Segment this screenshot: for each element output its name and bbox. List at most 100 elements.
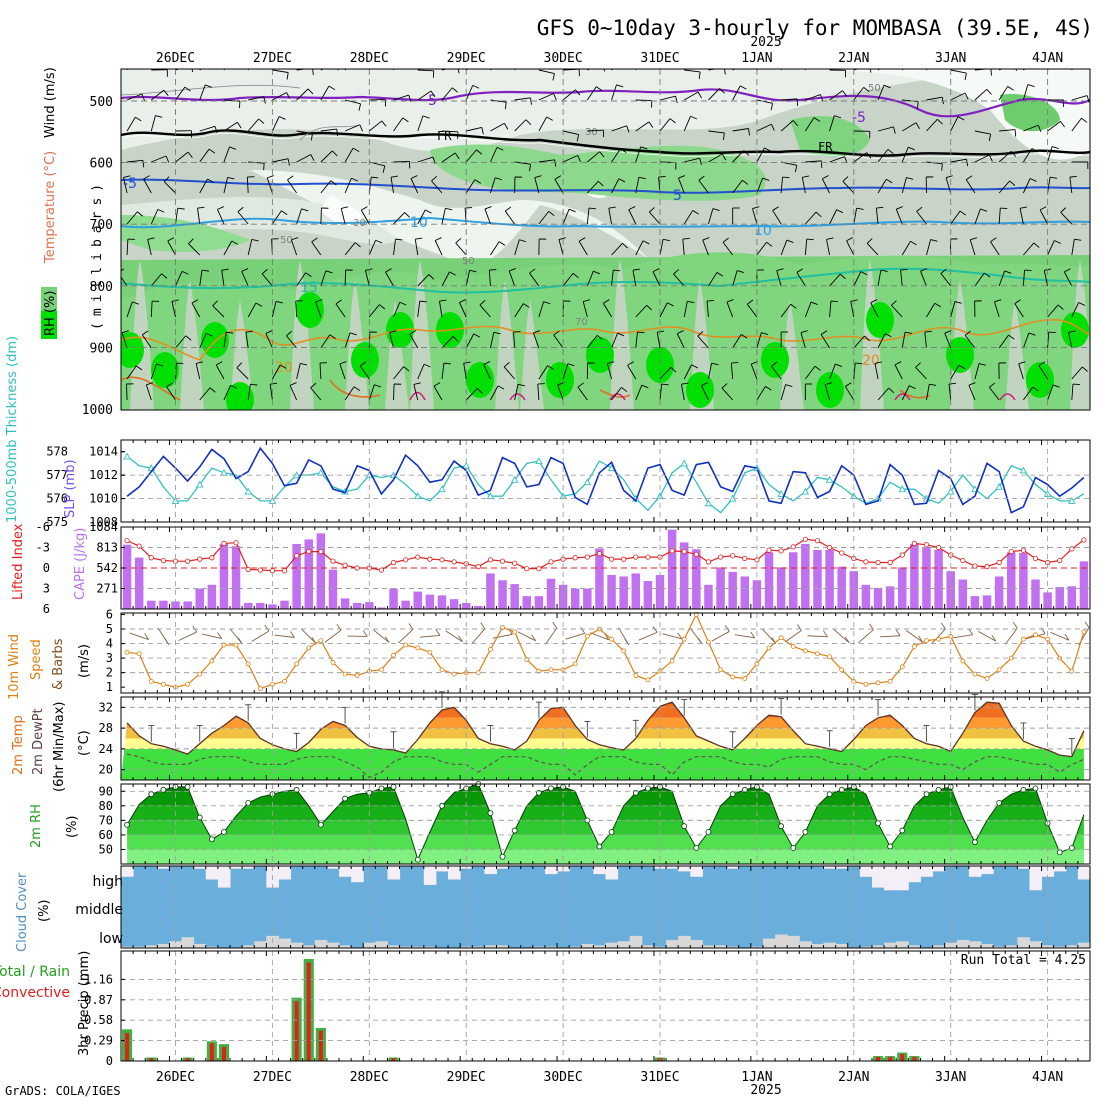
cape-bar — [873, 587, 883, 609]
wind-barb-shaft — [150, 363, 157, 380]
rh-marker — [317, 821, 324, 828]
wind-speed-marker — [972, 671, 978, 677]
wind-barb-flag — [255, 302, 263, 307]
wind-barb-flag — [221, 268, 229, 271]
wind-barb-flag — [1032, 386, 1039, 392]
wind-barb — [577, 382, 588, 401]
wind-speed-marker — [609, 636, 614, 642]
wind-barb-shaft — [554, 179, 564, 194]
wind-barb-flag — [825, 382, 833, 386]
wind-barb — [417, 300, 427, 318]
li-marker — [439, 557, 445, 563]
wind-barb-shaft — [417, 364, 425, 380]
wind-barb-shaft — [974, 208, 981, 225]
wind-barb — [756, 332, 769, 349]
li-marker — [342, 562, 348, 568]
wind-barb-flag — [197, 206, 205, 209]
wind-barb-flag — [743, 150, 750, 156]
cape-bar — [885, 586, 895, 609]
wind-barb — [455, 237, 467, 256]
cape-bar — [546, 578, 556, 609]
wind-barb-flag — [959, 210, 967, 216]
wind-barb-flag — [184, 86, 191, 92]
li-marker — [330, 558, 336, 564]
wind-barb — [721, 383, 734, 401]
wind-barb-shaft — [1022, 332, 1030, 349]
wind-barb-flag — [702, 237, 710, 241]
wind-barb-shaft — [344, 178, 352, 194]
wind-barb-shaft — [926, 239, 932, 256]
cape-bar — [280, 600, 289, 609]
wind-barb-shaft — [950, 365, 960, 380]
contour-10 — [121, 216, 1090, 229]
wind-barb-10m — [517, 631, 536, 642]
cape-bar — [147, 600, 156, 609]
wind-barb-shaft — [272, 364, 281, 380]
rh-marker — [596, 843, 603, 850]
wind-barb-flag — [278, 116, 286, 120]
wind-barb — [805, 94, 824, 102]
wind-barb-flag — [916, 101, 919, 109]
cape-bar — [631, 573, 641, 609]
rh-label: RH (%) — [43, 291, 58, 336]
wind-barb-flag — [698, 175, 705, 181]
wind-barb-shaft — [364, 270, 370, 287]
wind-barb — [708, 130, 725, 140]
wind-barb — [611, 387, 628, 401]
wind-barb — [123, 175, 131, 194]
cloud-level-low: low — [99, 931, 123, 947]
thickness-marker — [1019, 466, 1028, 474]
wind-barb-flag — [279, 364, 287, 369]
wind-barb — [150, 208, 165, 225]
wind-barb-shaft — [272, 210, 282, 225]
wind-barb — [199, 269, 209, 287]
wind-barb-shaft — [368, 240, 376, 256]
wind-barb — [272, 210, 288, 225]
wind-barb-shaft — [126, 211, 138, 225]
wind-barb-flag — [307, 88, 314, 95]
wind-barb — [805, 160, 823, 168]
thickness-marker — [825, 475, 834, 483]
wind-barb-shaft — [708, 153, 723, 163]
wind-barb-flag — [141, 93, 145, 101]
wind-barb-flag — [263, 96, 266, 104]
wind-barb-shaft — [393, 117, 404, 132]
wind-barb-flag — [627, 361, 634, 366]
wind-barb-flag — [929, 383, 937, 386]
wind-barb-shaft — [1047, 146, 1053, 163]
wind-barb-shaft — [1018, 363, 1024, 380]
wind-barb-flag — [796, 268, 804, 273]
wind-barb — [1019, 206, 1027, 225]
wind-barb — [393, 160, 411, 169]
cloud-high-clear — [896, 866, 909, 891]
wind-barb-shaft — [659, 384, 663, 401]
wind-barb — [998, 180, 1016, 194]
wind-barb-flag — [711, 362, 719, 366]
pressure-tick-1000: 1000 — [82, 403, 113, 418]
cape-bar — [231, 546, 241, 609]
wind-barb — [393, 366, 410, 380]
wind-barb-shaft — [344, 147, 354, 163]
wind-speed-marker — [524, 657, 530, 662]
li-marker — [354, 565, 360, 571]
wind-barb-shaft — [756, 177, 764, 194]
wind-barb — [175, 335, 192, 349]
wind-barb — [780, 120, 799, 132]
cape-bar — [183, 601, 192, 609]
cape-bar — [728, 571, 737, 609]
wind-barb — [223, 384, 238, 401]
wind-barb-flag — [281, 210, 288, 216]
wind-barb-shaft — [780, 69, 783, 71]
wind-barb — [266, 175, 274, 194]
li-marker — [1032, 555, 1039, 562]
wind-barb-shaft — [1022, 148, 1033, 163]
wind-barb — [659, 302, 674, 318]
wind-barb — [915, 362, 927, 380]
wind-barb-shaft — [287, 179, 297, 194]
rh-very-dry-top — [800, 69, 1090, 160]
temp-line — [126, 701, 1085, 758]
wind-barb-flag — [842, 176, 849, 182]
cloud-high-clear — [920, 866, 934, 877]
wind-barb — [950, 158, 969, 167]
wind-barb-flag — [226, 331, 234, 334]
